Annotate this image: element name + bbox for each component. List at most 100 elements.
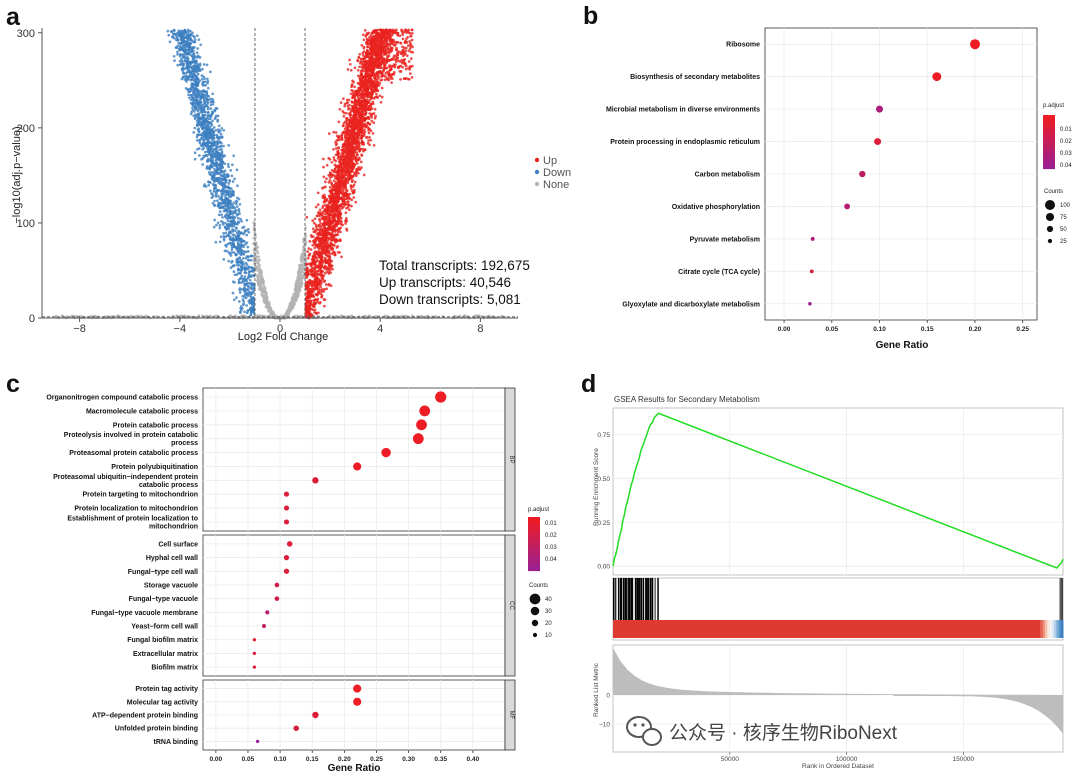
none-point <box>260 294 264 297</box>
up-point <box>362 149 365 153</box>
up-point <box>345 143 349 147</box>
none-point <box>300 252 304 256</box>
up-point <box>345 219 349 223</box>
up-point <box>355 153 359 157</box>
none-point <box>300 276 304 280</box>
up-point <box>345 171 349 174</box>
down-point <box>204 185 208 188</box>
up-point <box>391 32 394 35</box>
up-point <box>323 264 327 268</box>
up-point <box>354 156 358 159</box>
up-point <box>371 54 374 57</box>
up-point <box>372 60 376 63</box>
up-point <box>305 295 309 298</box>
up-point <box>341 155 345 159</box>
up-point <box>349 184 353 187</box>
up-point <box>342 197 345 201</box>
none-point <box>264 297 268 301</box>
up-point <box>364 72 368 75</box>
up-point <box>324 210 328 214</box>
none-point <box>267 300 271 304</box>
up-point <box>323 304 326 308</box>
up-point <box>361 99 365 103</box>
up-point <box>395 46 398 50</box>
up-point <box>349 143 353 146</box>
up-point <box>362 45 366 49</box>
up-point <box>406 29 410 33</box>
up-point <box>377 66 381 69</box>
up-point <box>316 214 320 218</box>
up-point <box>313 246 317 250</box>
up-point <box>343 157 347 161</box>
up-point <box>317 250 321 254</box>
up-point <box>311 295 315 298</box>
up-point <box>316 232 319 236</box>
up-point <box>336 251 340 254</box>
none-point <box>256 251 260 255</box>
up-point <box>346 169 350 172</box>
up-point <box>332 158 336 162</box>
up-point <box>360 79 363 83</box>
up-point <box>339 230 342 234</box>
down-point <box>246 245 250 249</box>
up-point <box>373 74 377 78</box>
up-point <box>366 88 369 92</box>
up-point <box>345 120 348 124</box>
up-point <box>324 267 328 271</box>
none-point <box>299 256 303 260</box>
up-point <box>313 238 316 242</box>
up-point <box>311 227 315 231</box>
up-point <box>371 90 375 94</box>
up-point <box>338 239 341 242</box>
up-point <box>316 235 319 239</box>
up-point <box>316 291 320 295</box>
up-point <box>330 160 334 164</box>
up-point <box>385 66 389 70</box>
up-point <box>407 77 411 81</box>
up-point <box>385 60 389 64</box>
up-point <box>388 64 391 67</box>
up-point <box>316 300 320 304</box>
up-point <box>350 121 354 125</box>
up-point <box>340 220 343 224</box>
up-point <box>335 240 339 243</box>
up-point <box>368 112 372 115</box>
up-point <box>325 270 329 274</box>
up-point <box>365 136 368 139</box>
up-point <box>355 117 359 121</box>
up-point <box>330 182 334 186</box>
up-point <box>320 242 323 245</box>
none-point <box>244 314 248 318</box>
up-point <box>342 130 346 134</box>
up-point <box>328 268 332 272</box>
up-point <box>335 208 339 211</box>
down-point <box>209 97 212 101</box>
none-point <box>256 281 260 285</box>
up-point <box>326 261 329 265</box>
up-point <box>352 196 356 199</box>
none-point <box>294 289 298 293</box>
up-point <box>332 201 336 205</box>
up-point <box>319 236 323 240</box>
up-point <box>346 157 350 161</box>
up-point <box>320 278 324 281</box>
none-point <box>258 286 262 290</box>
up-point <box>363 148 367 151</box>
up-point <box>377 61 381 65</box>
down-point <box>200 74 204 77</box>
up-point <box>319 285 323 288</box>
up-point <box>361 65 365 69</box>
up-point <box>313 269 317 272</box>
up-point <box>411 50 415 54</box>
up-point <box>377 56 381 60</box>
up-point <box>378 43 381 47</box>
up-point <box>312 259 316 263</box>
up-point <box>338 176 342 179</box>
none-point <box>288 307 291 310</box>
up-point <box>346 104 350 108</box>
up-point <box>396 31 400 35</box>
down-point <box>221 215 224 219</box>
none-point <box>289 303 293 307</box>
up-point <box>351 94 355 98</box>
up-point <box>328 176 332 179</box>
